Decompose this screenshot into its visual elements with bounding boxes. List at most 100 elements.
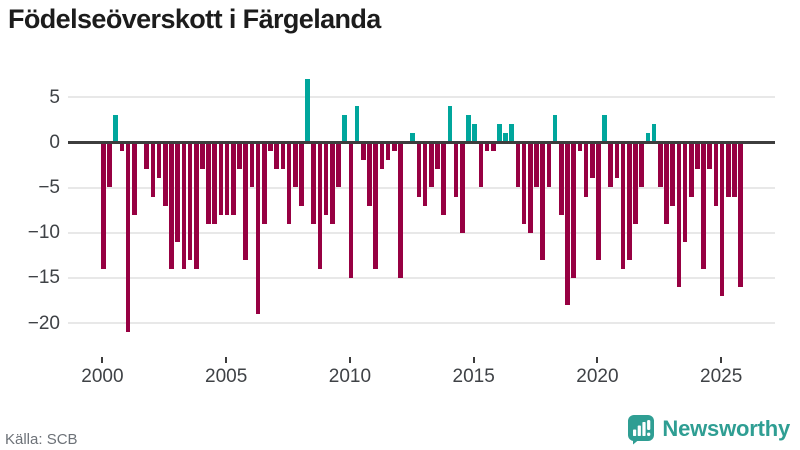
- bar-2008Q4: [317, 142, 323, 269]
- bar-2013Q2: [429, 142, 434, 188]
- bar-2015Q4: [490, 142, 496, 152]
- bar-2017Q2: [528, 142, 533, 233]
- newsworthy-wordmark: Newsworthy: [662, 416, 790, 441]
- bar-2023Q3: [682, 142, 688, 242]
- bar-2005Q1: [224, 142, 230, 215]
- x-axis-tick-2005: [225, 357, 228, 363]
- bar-2022Q3: [657, 142, 663, 188]
- bar-2024Q1: [695, 142, 700, 170]
- x-axis-label-2025: 2025: [700, 366, 743, 387]
- bar-2011Q2: [379, 142, 385, 170]
- bar-2025Q1: [719, 142, 725, 296]
- bar-2004Q2: [206, 142, 211, 224]
- bar-2003Q4: [193, 142, 199, 269]
- bar-2016Q3: [509, 124, 515, 143]
- bar-2018Q1: [546, 142, 552, 188]
- bar-2001Q4: [144, 142, 149, 170]
- newsworthy-logo: Newsworthy: [627, 413, 790, 445]
- gridline--15: [68, 276, 775, 279]
- bar-2000Q1: [101, 142, 106, 269]
- bar-2020Q1: [596, 142, 601, 260]
- bar-2013Q3: [435, 142, 440, 170]
- bar-2016Q2: [503, 133, 508, 143]
- x-axis-label-2010: 2010: [328, 366, 372, 387]
- bar-2019Q4: [589, 142, 595, 179]
- bar-2020Q3: [608, 142, 614, 188]
- bar-2015Q2: [478, 142, 484, 188]
- bar-2000Q4: [119, 142, 125, 152]
- gridline--10: [68, 231, 775, 234]
- bar-2023Q4: [688, 142, 694, 197]
- bar-2016Q1: [497, 124, 502, 143]
- y-axis-label: −20: [27, 312, 60, 334]
- bar-2002Q4: [169, 142, 174, 269]
- bar-2022Q1: [645, 133, 651, 143]
- bar-2002Q1: [150, 142, 156, 197]
- bar-2007Q4: [292, 142, 298, 188]
- bar-2018Q4: [565, 142, 570, 306]
- bar-2011Q3: [385, 142, 391, 161]
- bar-2021Q2: [627, 142, 632, 260]
- bar-2019Q2: [577, 142, 583, 152]
- bar-2012Q3: [410, 133, 416, 143]
- bar-2005Q4: [243, 142, 248, 260]
- bar-2002Q2: [156, 142, 162, 179]
- x-axis-tick-2020: [596, 357, 599, 363]
- bar-2006Q3: [261, 142, 267, 224]
- bar-2014Q1: [447, 106, 453, 143]
- bar-2003Q3: [187, 142, 193, 260]
- bar-2024Q2: [701, 142, 706, 269]
- bar-2004Q3: [212, 142, 218, 224]
- bar-2004Q4: [218, 142, 224, 215]
- x-axis-tick-2015: [472, 357, 475, 363]
- bar-2010Q4: [367, 142, 372, 206]
- bar-2002Q3: [162, 142, 168, 206]
- bar-2000Q2: [107, 142, 112, 188]
- bar-2024Q3: [707, 142, 713, 170]
- bar-2003Q2: [181, 142, 187, 269]
- y-axis-label: −15: [27, 267, 60, 289]
- bar-2015Q3: [484, 142, 490, 152]
- bar-2022Q2: [651, 124, 657, 143]
- gridline--20: [68, 322, 775, 325]
- bar-2009Q4: [342, 115, 347, 143]
- bar-2019Q3: [583, 142, 589, 197]
- x-axis-label-2000: 2000: [81, 366, 124, 387]
- bar-2009Q3: [336, 142, 341, 188]
- bar-2019Q1: [571, 142, 576, 278]
- bar-2005Q2: [231, 142, 236, 215]
- bar-2007Q1: [274, 142, 279, 170]
- bar-2012Q4: [416, 142, 422, 197]
- x-axis-tick-2025: [720, 357, 723, 363]
- bar-2013Q4: [441, 142, 446, 215]
- bar-2020Q2: [602, 115, 607, 143]
- bar-2007Q2: [280, 142, 286, 170]
- x-axis-tick-2010: [348, 357, 351, 363]
- bar-2025Q3: [732, 142, 737, 197]
- bar-2010Q2: [354, 106, 360, 143]
- bar-2024Q4: [713, 142, 719, 206]
- bar-2021Q1: [620, 142, 626, 269]
- bar-2017Q4: [540, 142, 545, 260]
- y-axis-label: 5: [49, 86, 60, 108]
- bar-2008Q1: [299, 142, 304, 206]
- bar-2014Q3: [459, 142, 465, 233]
- bar-2023Q2: [676, 142, 682, 287]
- bar-2011Q1: [373, 142, 378, 269]
- gridline--5: [68, 186, 775, 189]
- bar-2001Q1: [125, 142, 131, 333]
- bar-2008Q3: [311, 142, 317, 224]
- bar-2010Q1: [348, 142, 354, 278]
- bar-2000Q3: [113, 115, 119, 143]
- newsworthy-chart-bubble-icon: [627, 414, 655, 445]
- bar-2022Q4: [664, 142, 669, 224]
- bar-2014Q4: [466, 115, 471, 143]
- bar-2014Q2: [453, 142, 459, 197]
- bar-2017Q3: [534, 142, 539, 188]
- bar-2020Q4: [614, 142, 620, 179]
- bar-2008Q2: [305, 79, 310, 143]
- x-axis-tick-2000: [101, 357, 104, 363]
- bar-2011Q4: [391, 142, 397, 152]
